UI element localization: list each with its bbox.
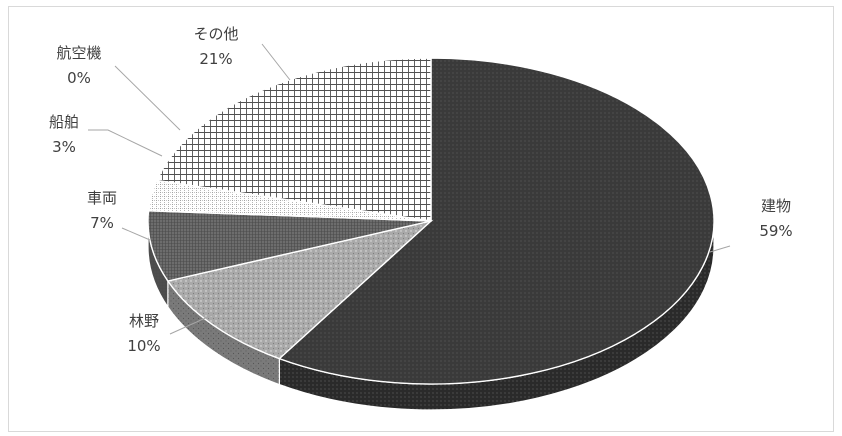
leader-line-4: [114, 65, 181, 131]
slice-label-1: 林野: [129, 312, 159, 330]
slice-percent-4: 0%: [67, 69, 91, 87]
slice-label-2: 車両: [87, 189, 117, 207]
pie-slice-2: [147, 210, 432, 282]
leader-line-5: [261, 43, 291, 81]
pie-slice-1: [166, 219, 434, 360]
pie-slice-0: [278, 57, 715, 385]
slice-percent-3: 3%: [52, 138, 76, 156]
pie-slice-5: [155, 57, 432, 222]
slice-percent-0: 59%: [759, 222, 792, 240]
slice-percent-5: 21%: [199, 50, 232, 68]
slice-label-3: 船舶: [49, 113, 79, 131]
leader-line-2: [121, 227, 151, 241]
leader-line-0: [709, 245, 731, 253]
leader-line-1: [169, 305, 233, 335]
data-labels: 建物 59% 林野 10% 車両 7% 船舶 3% 航空機 0% その他 21%: [49, 25, 793, 355]
slice-percent-2: 7%: [90, 214, 114, 232]
slice-label-5: その他: [193, 25, 238, 43]
pie-top-faces: [147, 57, 715, 385]
chart-frame: [8, 6, 834, 432]
slice-label-0: 建物: [761, 197, 791, 215]
slice-label-4: 航空機: [56, 44, 101, 62]
leader-line-3: [88, 129, 163, 157]
slice-percent-1: 10%: [127, 337, 160, 355]
